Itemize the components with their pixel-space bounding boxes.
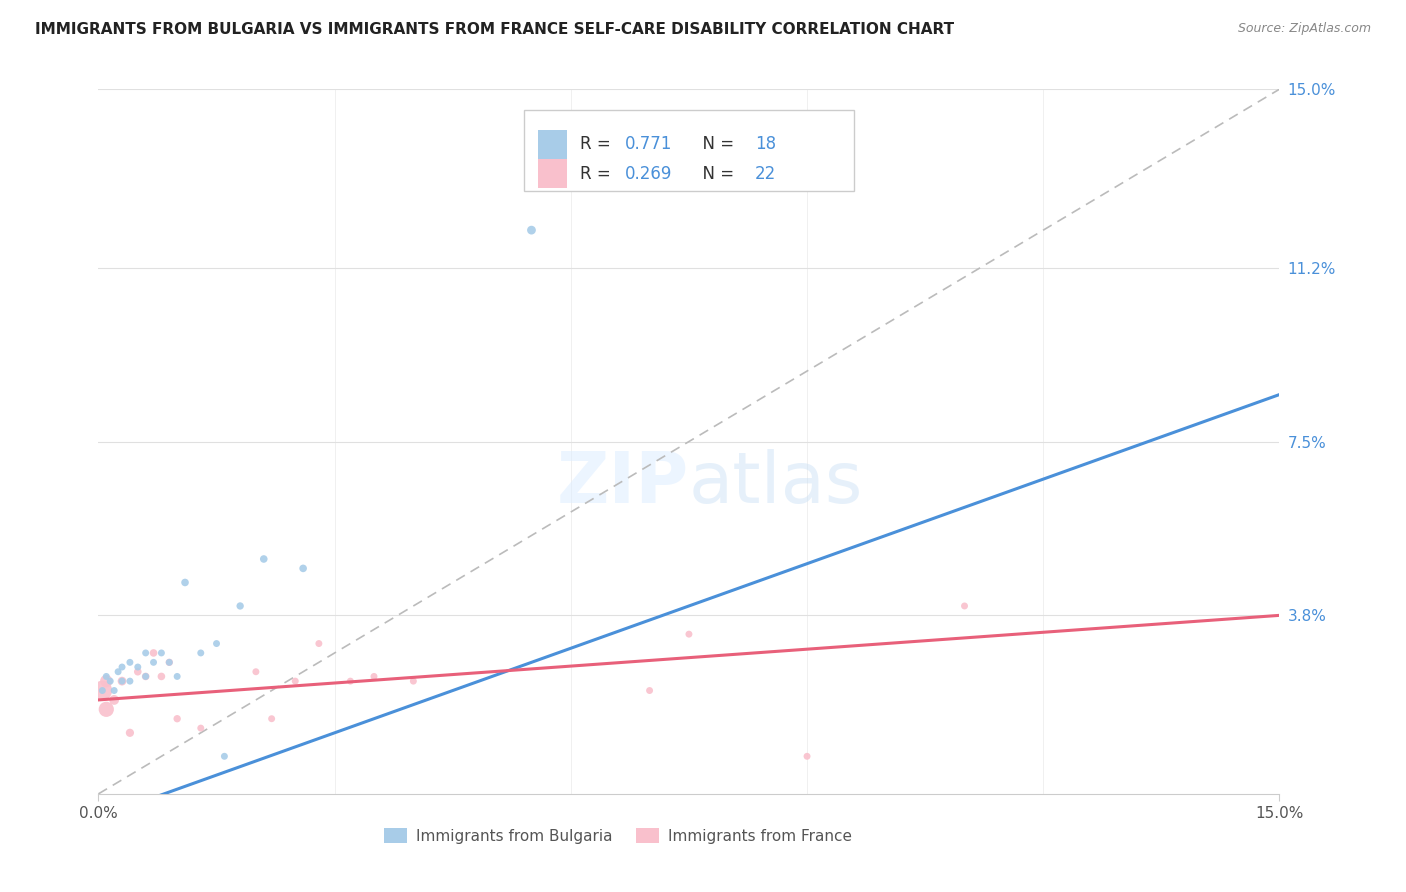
Point [118, 674, 141, 689]
Point [96, 674, 118, 689]
Point [953, 599, 976, 613]
Point [103, 693, 125, 707]
Point [253, 552, 276, 566]
Point [127, 660, 149, 674]
Text: N =: N = [693, 136, 740, 153]
Point [142, 646, 165, 660]
Point [96, 702, 118, 716]
Point [135, 669, 157, 683]
Point [174, 575, 197, 590]
Point [135, 646, 157, 660]
Text: R =: R = [581, 164, 616, 183]
Point [796, 749, 818, 764]
Point [118, 726, 141, 740]
Point [103, 683, 125, 698]
FancyBboxPatch shape [523, 111, 855, 192]
Point [214, 749, 236, 764]
Point [98, 674, 121, 689]
Point [150, 669, 173, 683]
Point [91, 683, 114, 698]
Point [107, 665, 129, 679]
Point [292, 561, 315, 575]
Point [308, 636, 330, 650]
Text: 22: 22 [755, 164, 776, 183]
Point [135, 669, 157, 683]
Point [91, 683, 114, 698]
Point [142, 656, 165, 670]
Point [363, 669, 385, 683]
Point [260, 712, 283, 726]
Text: IMMIGRANTS FROM BULGARIA VS IMMIGRANTS FROM FRANCE SELF-CARE DISABILITY CORRELAT: IMMIGRANTS FROM BULGARIA VS IMMIGRANTS F… [35, 22, 955, 37]
Point [190, 646, 212, 660]
Point [284, 674, 307, 689]
Point [111, 674, 134, 689]
Text: 18: 18 [755, 136, 776, 153]
Point [205, 636, 228, 650]
Point [678, 627, 700, 641]
Point [166, 712, 188, 726]
Point [520, 223, 543, 237]
Text: Source: ZipAtlas.com: Source: ZipAtlas.com [1237, 22, 1371, 36]
Point [638, 683, 661, 698]
Text: 0.269: 0.269 [626, 164, 672, 183]
Point [339, 674, 361, 689]
FancyBboxPatch shape [537, 129, 567, 159]
Point [111, 674, 134, 689]
Point [402, 674, 425, 689]
Point [111, 660, 134, 674]
Point [118, 656, 141, 670]
FancyBboxPatch shape [537, 159, 567, 188]
Point [150, 646, 173, 660]
Point [245, 665, 267, 679]
Text: N =: N = [693, 164, 740, 183]
Point [157, 656, 180, 670]
Point [96, 669, 118, 683]
Point [127, 665, 149, 679]
Text: atlas: atlas [689, 450, 863, 518]
Legend: Immigrants from Bulgaria, Immigrants from France: Immigrants from Bulgaria, Immigrants fro… [378, 822, 858, 850]
Point [229, 599, 252, 613]
Text: R =: R = [581, 136, 616, 153]
Text: ZIP: ZIP [557, 450, 689, 518]
Point [190, 721, 212, 735]
Point [157, 656, 180, 670]
Text: 0.771: 0.771 [626, 136, 672, 153]
Point [166, 669, 188, 683]
